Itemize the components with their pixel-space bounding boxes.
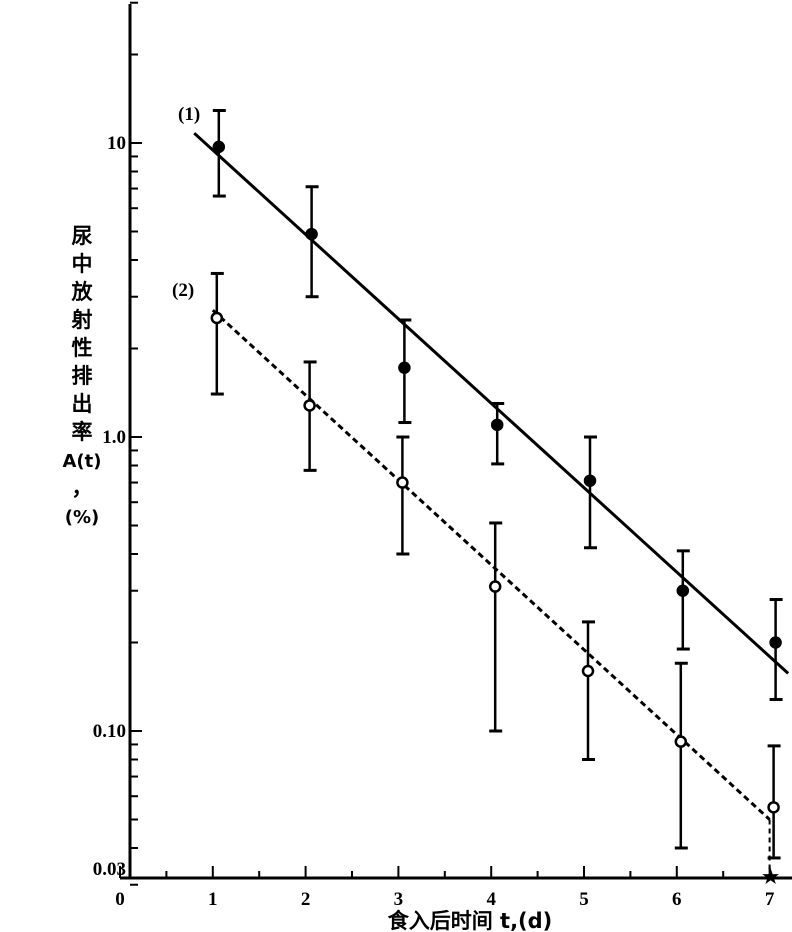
data-point xyxy=(581,664,595,678)
star-marker: ★ xyxy=(762,867,779,888)
x-tick-label: 3 xyxy=(394,889,404,910)
fit-line xyxy=(211,309,771,821)
data-point xyxy=(769,636,782,649)
x-tick-label: 5 xyxy=(579,889,589,910)
data-point xyxy=(583,474,597,487)
data-point xyxy=(767,801,780,814)
x-tick-label: 1 xyxy=(208,889,218,910)
y-label-char: 性 xyxy=(72,336,93,360)
y-label-char: 排 xyxy=(72,364,93,388)
data-point xyxy=(396,476,409,489)
y-tick-label: 1.0 xyxy=(102,427,126,448)
data-point xyxy=(305,227,318,241)
y-label-char: 放 xyxy=(71,280,94,304)
data-point xyxy=(303,399,316,412)
x-tick-label: 0 xyxy=(115,889,125,910)
data-point xyxy=(212,140,226,154)
data-point xyxy=(490,418,504,432)
x-tick-label: 2 xyxy=(301,889,311,910)
y-label-char: 出 xyxy=(72,392,93,416)
x-tick-label: 6 xyxy=(672,889,682,910)
data-point xyxy=(676,584,690,597)
y-label-char: 尿 xyxy=(72,224,93,248)
data-point xyxy=(398,361,411,375)
y-tick-label: 10 xyxy=(107,133,126,154)
y-label-char: ， xyxy=(72,476,93,500)
x-tick-label: 7 xyxy=(765,889,775,910)
axes: 0 1 2 3 4 5 6 7 10 1.0 0.10 0.03 xyxy=(93,1,792,910)
y-label-char: A(t) xyxy=(63,451,102,472)
fit-line xyxy=(193,132,790,675)
series-label: (2) xyxy=(172,280,194,301)
marks: (1) (2) ★ xyxy=(172,104,790,888)
y-tick-label: 0.10 xyxy=(93,721,126,742)
x-axis-label: 食入后时间 t,(d) xyxy=(388,909,553,932)
y-label-char: 率 xyxy=(72,420,93,444)
series-2: (2) xyxy=(172,271,781,878)
series-label: (1) xyxy=(178,104,200,125)
data-point xyxy=(674,735,688,748)
data-point xyxy=(488,580,502,593)
x-tick-label: 4 xyxy=(486,889,496,910)
y-tick-label: 0.03 xyxy=(93,859,126,880)
y-label-char: 中 xyxy=(72,252,93,276)
series-1: (1) xyxy=(178,104,790,701)
data-point xyxy=(210,311,224,325)
y-label-char: (%) xyxy=(65,507,100,528)
y-label-char: 射 xyxy=(71,308,93,332)
